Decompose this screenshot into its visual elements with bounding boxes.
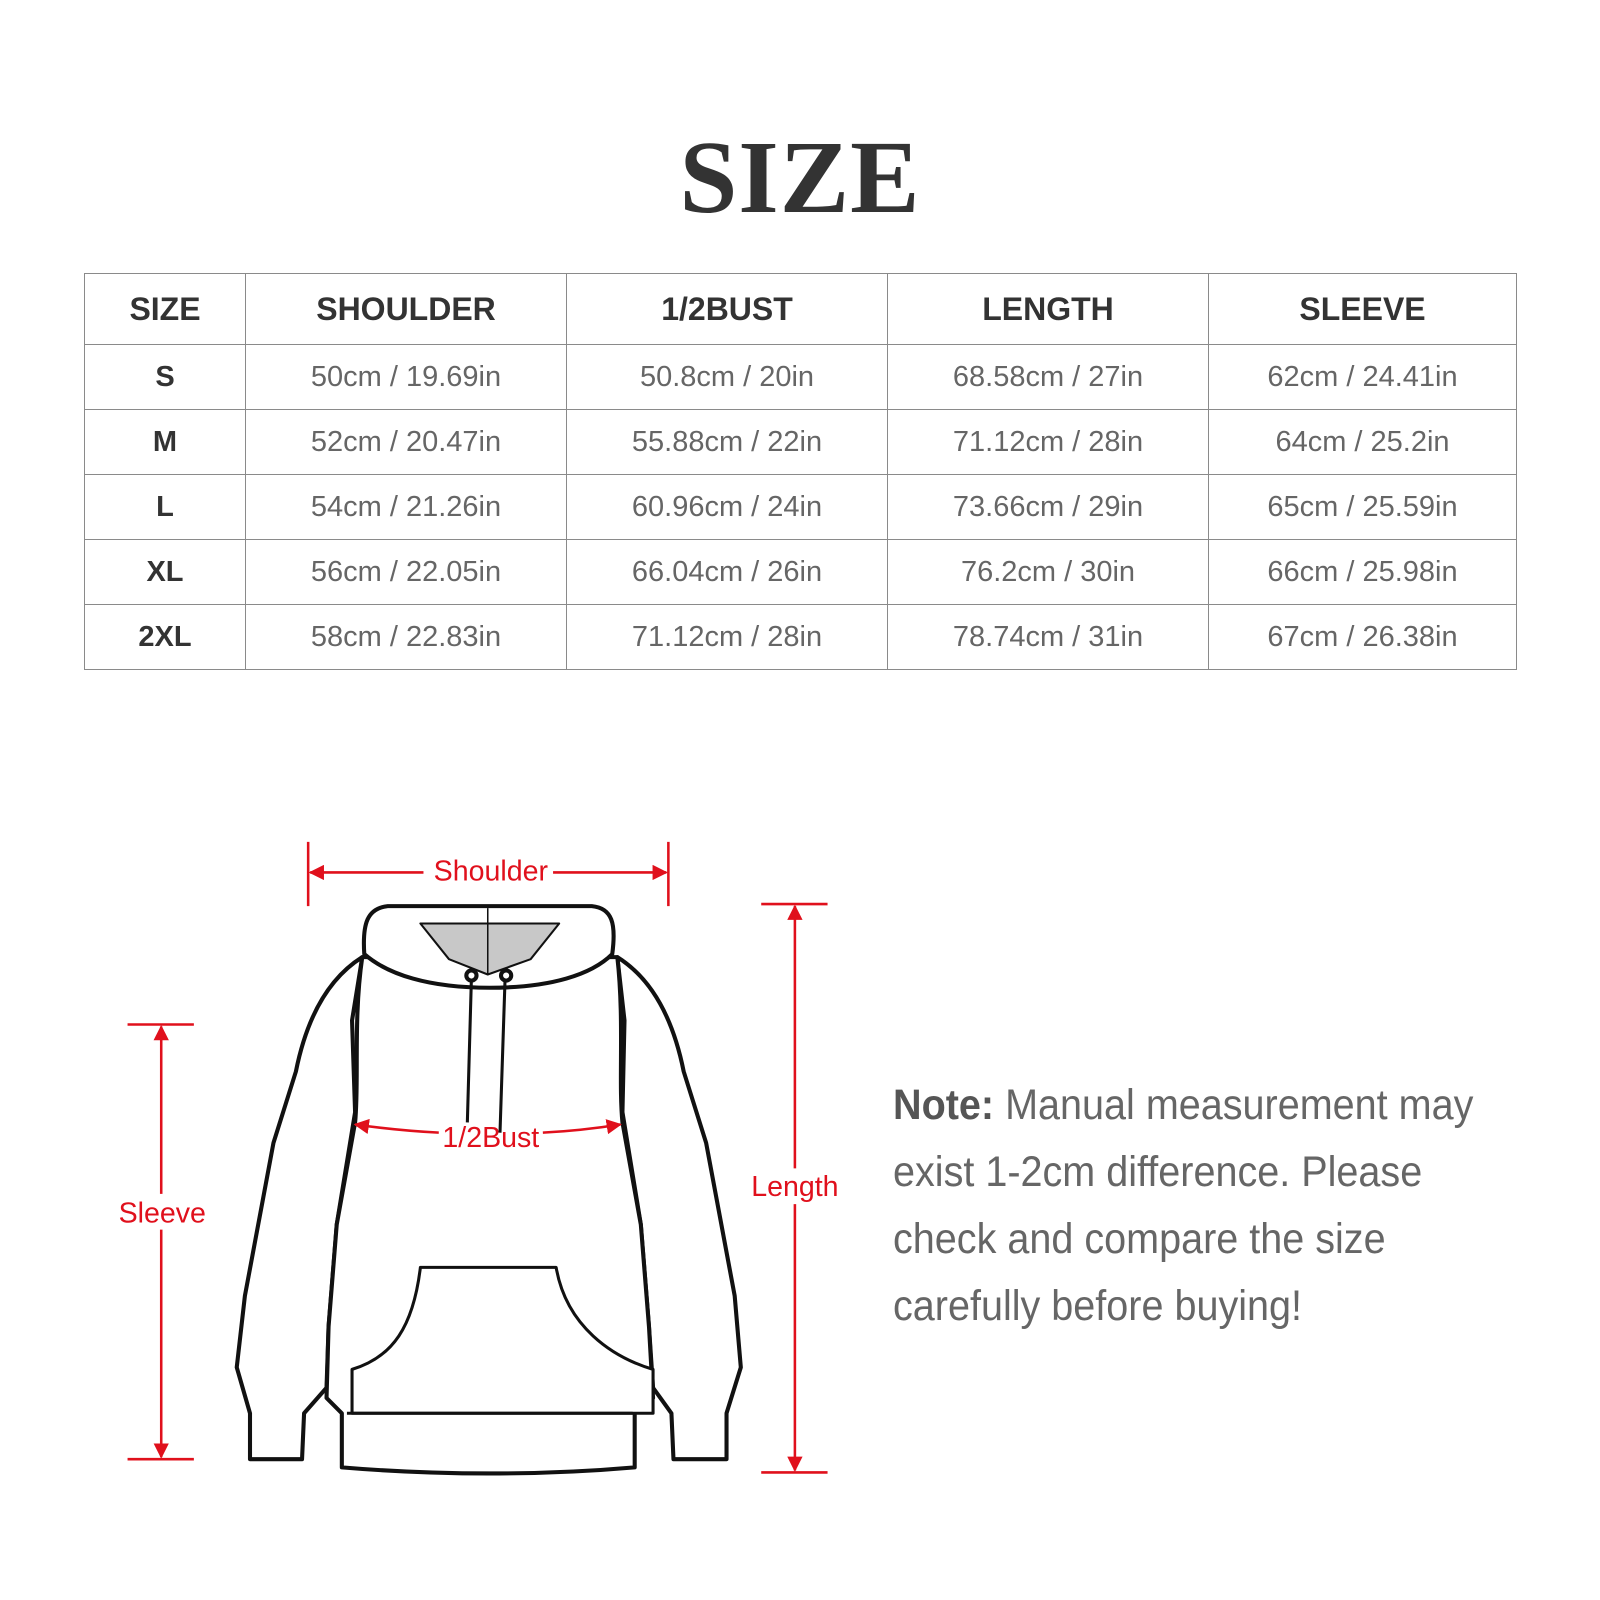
table-row: M 52cm / 20.47in 55.88cm / 22in 71.12cm / 2… — [84, 409, 1517, 475]
measurement-cell: 66cm / 25.98in — [1208, 539, 1517, 605]
header-sleeve: SLEEVE — [1208, 273, 1517, 345]
table-row: S 50cm / 19.69in 50.8cm / 20in 68.58cm / 27… — [84, 344, 1517, 410]
measurement-cell: 50cm / 19.69in — [245, 344, 567, 410]
measurement-cell: 76.2cm / 30in — [887, 539, 1209, 605]
measurement-cell: 73.66cm / 29in — [887, 474, 1209, 540]
page-title: SIZE — [679, 120, 921, 235]
header-length: LENGTH — [887, 273, 1209, 345]
measurement-cell: 60.96cm / 24in — [566, 474, 888, 540]
note-text: Note: Manual measurement may exist 1-2cm… — [893, 1072, 1482, 1340]
table-row: 2XL 58cm / 22.83in 71.12cm / 28in 78.74cm /… — [84, 604, 1517, 670]
length-label: Length — [751, 1171, 838, 1203]
size-cell: M — [84, 409, 246, 475]
note-body: Manual measurement may exist 1-2cm diffe… — [893, 1081, 1474, 1330]
measurement-cell: 55.88cm / 22in — [566, 409, 888, 475]
measurement-cell: 78.74cm / 31in — [887, 604, 1209, 670]
measurement-cell: 67cm / 26.38in — [1208, 604, 1517, 670]
size-cell: S — [84, 344, 246, 410]
measurement-cell: 52cm / 20.47in — [245, 409, 567, 475]
measurement-cell: 62cm / 24.41in — [1208, 344, 1517, 410]
hoodie-icon — [234, 904, 743, 1476]
measurement-cell: 54cm / 21.26in — [245, 474, 567, 540]
sleeve-label: Sleeve — [119, 1197, 206, 1229]
table-row: XL 56cm / 22.05in 66.04cm / 26in 76.2cm / 3… — [84, 539, 1517, 605]
measurement-cell: 71.12cm / 28in — [566, 604, 888, 670]
measurement-cell: 58cm / 22.83in — [245, 604, 567, 670]
measurement-cell: 71.12cm / 28in — [887, 409, 1209, 475]
bust-label: 1/2Bust — [442, 1122, 539, 1154]
note-label: Note: — [893, 1081, 995, 1129]
measurement-cell: 56cm / 22.05in — [245, 539, 567, 605]
header-size: SIZE — [84, 273, 246, 345]
size-cell: 2XL — [84, 604, 246, 670]
table-header-row: SIZE SHOULDER 1/2BUST LENGTH SLEEVE — [84, 273, 1517, 345]
table-row: L 54cm / 21.26in 60.96cm / 24in 73.66cm / 2… — [84, 474, 1517, 540]
measurement-cell: 66.04cm / 26in — [566, 539, 888, 605]
measurement-cell: 64cm / 25.2in — [1208, 409, 1517, 475]
measurement-cell: 65cm / 25.59in — [1208, 474, 1517, 540]
size-cell: L — [84, 474, 246, 540]
measurement-cell: 50.8cm / 20in — [566, 344, 888, 410]
shoulder-label: Shoulder — [434, 856, 549, 888]
header-bust: 1/2BUST — [566, 273, 888, 345]
size-table: SIZE SHOULDER 1/2BUST LENGTH SLEEVE S 50c… — [84, 273, 1517, 670]
